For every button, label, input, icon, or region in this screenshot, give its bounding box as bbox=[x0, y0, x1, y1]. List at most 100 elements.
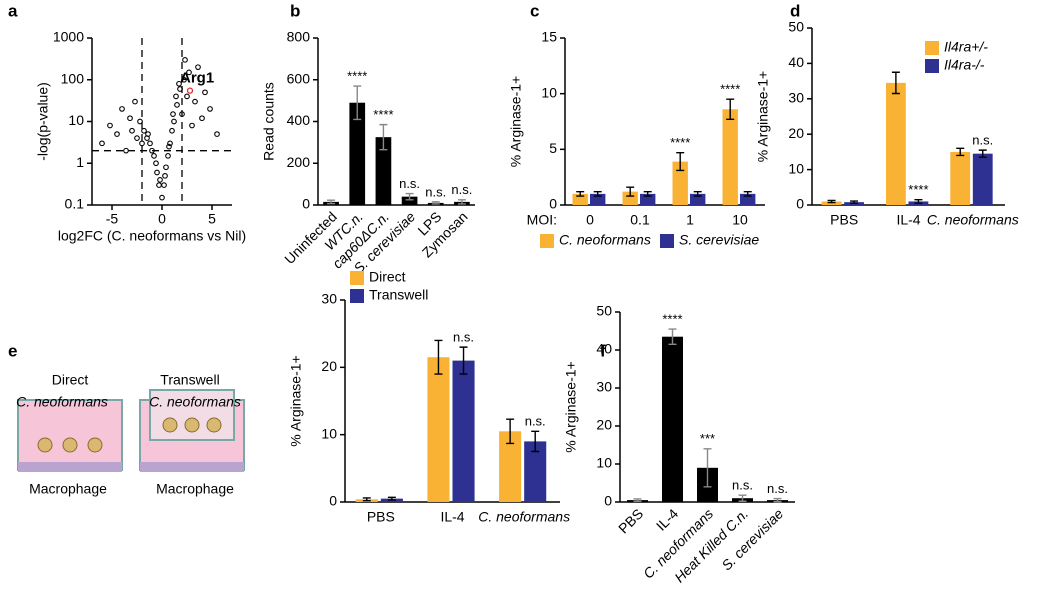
schematic: Direct C. neoformans Macrophage Transwel… bbox=[16, 372, 245, 497]
fungus bbox=[162, 417, 178, 433]
legend-label: Transwell bbox=[369, 287, 428, 303]
significance: **** bbox=[908, 182, 928, 197]
point bbox=[149, 147, 155, 154]
error-bar bbox=[626, 186, 635, 197]
fungus bbox=[206, 417, 222, 433]
fungus bbox=[37, 437, 53, 453]
point bbox=[195, 64, 201, 71]
x-tick-label: C. neoformans bbox=[927, 212, 1019, 228]
point bbox=[161, 182, 167, 188]
error-bar bbox=[693, 190, 702, 197]
y-axis-label: Read counts bbox=[261, 82, 277, 161]
error-bar bbox=[327, 199, 336, 205]
y-tick-label: 1000 bbox=[53, 29, 84, 45]
significance: n.s. bbox=[425, 184, 446, 199]
bar bbox=[622, 191, 638, 205]
point bbox=[169, 127, 175, 134]
y-tick-label: 10 bbox=[68, 112, 84, 128]
bar bbox=[572, 193, 588, 205]
highlight-label: Arg1 bbox=[180, 70, 214, 87]
point bbox=[189, 122, 195, 129]
panel-letter: b bbox=[290, 1, 300, 20]
y-tick-label: 10 bbox=[596, 455, 612, 471]
point bbox=[199, 115, 205, 122]
point bbox=[151, 153, 157, 159]
x-tick-label: PBS bbox=[367, 509, 395, 525]
legend-label: Il4ra+/- bbox=[944, 39, 988, 55]
bar bbox=[690, 193, 706, 205]
y-tick-label: 15 bbox=[541, 29, 557, 45]
x-tick-label: IL-4 bbox=[896, 212, 920, 228]
bar bbox=[427, 357, 450, 502]
y-tick-label: 0 bbox=[329, 493, 337, 509]
y-axis-label: % Arginase-1+ bbox=[563, 361, 579, 452]
legend-swatch bbox=[350, 271, 364, 285]
point bbox=[184, 93, 190, 100]
highlight-point bbox=[186, 87, 194, 94]
error-bar bbox=[773, 497, 782, 503]
error-bar bbox=[506, 418, 515, 445]
error-bar bbox=[668, 328, 677, 345]
label: C. neoformans bbox=[149, 394, 241, 410]
point bbox=[129, 127, 135, 134]
point bbox=[202, 89, 208, 96]
y-tick-label: 200 bbox=[287, 154, 311, 170]
bar bbox=[722, 109, 738, 205]
point bbox=[145, 131, 151, 137]
error-bar bbox=[850, 200, 859, 204]
error-bar bbox=[353, 85, 362, 121]
bar bbox=[885, 82, 906, 205]
point bbox=[214, 131, 220, 137]
panel-letter: a bbox=[8, 1, 18, 20]
error-bar bbox=[743, 190, 752, 197]
significance: **** bbox=[662, 312, 682, 327]
point bbox=[114, 131, 120, 137]
significance: **** bbox=[670, 135, 690, 150]
y-axis-label: % Arginase-1+ bbox=[288, 355, 304, 446]
y-tick-label: 20 bbox=[596, 417, 612, 433]
error-bar bbox=[434, 339, 443, 375]
y-tick-label: 10 bbox=[321, 425, 337, 441]
error-bar bbox=[576, 190, 585, 197]
y-tick-label: 100 bbox=[61, 70, 85, 86]
point bbox=[99, 140, 105, 147]
bar bbox=[950, 151, 971, 205]
significance: n.s. bbox=[453, 330, 474, 345]
error-bar bbox=[738, 494, 747, 502]
point bbox=[147, 140, 153, 147]
point bbox=[132, 98, 138, 105]
error-bar bbox=[978, 149, 987, 158]
y-tick-label: 50 bbox=[596, 303, 612, 319]
point bbox=[141, 127, 147, 134]
y-tick-label: 0 bbox=[796, 196, 804, 212]
error-bar bbox=[387, 496, 396, 501]
y-tick-label: 5 bbox=[549, 140, 557, 156]
error-bar bbox=[676, 151, 685, 172]
y-axis-label: -log(p-value) bbox=[35, 82, 51, 161]
y-tick-label: 50 bbox=[788, 19, 804, 35]
bar bbox=[349, 102, 366, 205]
error-bar bbox=[643, 190, 652, 197]
error-bar bbox=[531, 430, 540, 453]
label: C. neoformans bbox=[16, 394, 108, 410]
point bbox=[192, 98, 198, 105]
label: Macrophage bbox=[29, 481, 107, 497]
point bbox=[171, 118, 177, 125]
error-bar bbox=[593, 190, 602, 197]
bar bbox=[672, 161, 688, 205]
legend-swatch bbox=[660, 234, 674, 248]
y-tick-label: 1 bbox=[76, 154, 84, 170]
point bbox=[153, 160, 159, 167]
bar bbox=[375, 137, 392, 205]
legend-label: C. neoformans bbox=[559, 232, 651, 248]
bar bbox=[499, 431, 522, 502]
fungus bbox=[184, 417, 200, 433]
legend-label: Il4ra-/- bbox=[944, 57, 985, 73]
bar bbox=[524, 441, 547, 502]
point bbox=[166, 143, 172, 150]
y-tick-label: 600 bbox=[287, 70, 311, 86]
significance: n.s. bbox=[399, 176, 420, 191]
y-tick-label: 0 bbox=[604, 493, 612, 509]
significance: **** bbox=[720, 82, 740, 97]
label: Macrophage bbox=[156, 481, 234, 497]
